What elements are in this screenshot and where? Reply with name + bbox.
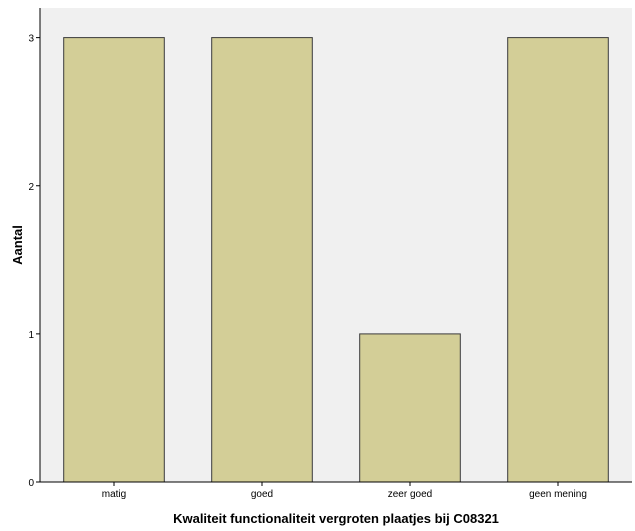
bar-goed (211, 37, 313, 483)
x-tick-label: matig (102, 489, 126, 500)
y-tick-label: 0 (28, 478, 34, 489)
x-tick-label: goed (251, 489, 273, 500)
y-axis-title: Aantal (10, 225, 25, 265)
y-tick-label: 1 (28, 330, 34, 341)
x-tick-label: geen mening (529, 489, 587, 500)
y-tick-label: 3 (28, 34, 34, 45)
x-tick-label: zeer goed (388, 489, 432, 500)
bar-zeer-goed (359, 333, 461, 483)
x-axis-title: Kwaliteit functionaliteit vergroten plaa… (173, 511, 499, 526)
y-tick-label: 2 (28, 182, 34, 193)
bar-matig (63, 37, 165, 483)
bar-geen-mening (507, 37, 609, 483)
